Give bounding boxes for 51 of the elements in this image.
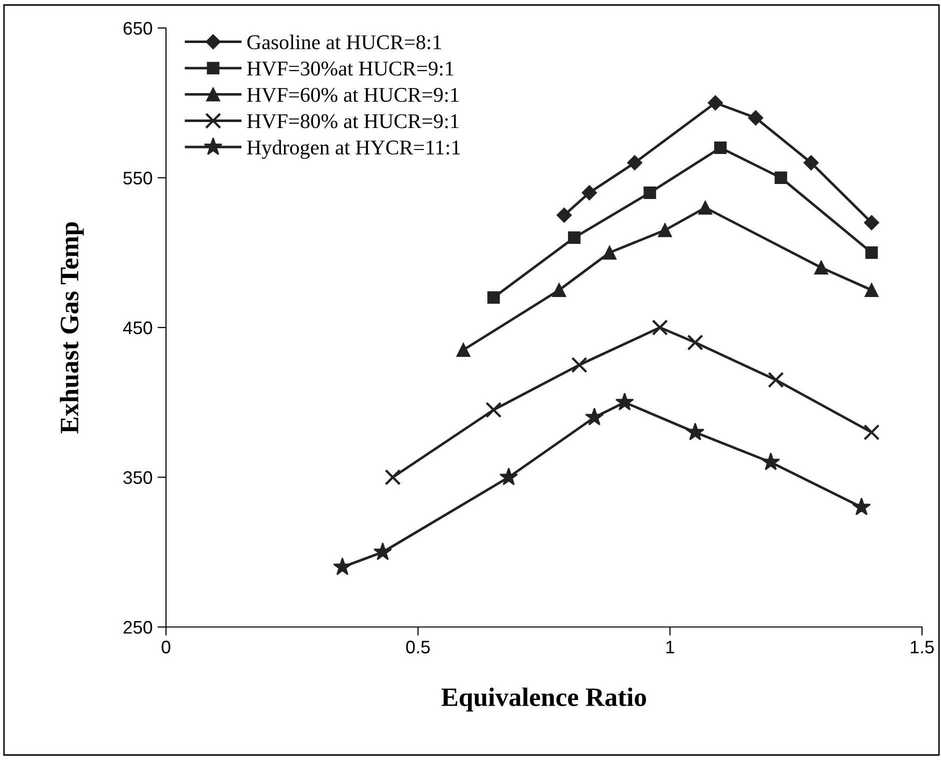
x-tick-label: 1 <box>666 640 674 654</box>
x-tick-label: 0 <box>162 640 170 654</box>
point <box>571 356 588 373</box>
point <box>762 452 780 470</box>
point <box>627 155 642 170</box>
point <box>814 260 828 275</box>
point <box>852 497 871 516</box>
legend-label: HVF=30%at HUCR=9:1 <box>247 62 454 76</box>
y-tick-label: 250 <box>124 620 152 634</box>
point <box>486 402 502 418</box>
point <box>615 392 634 410</box>
point <box>708 95 723 110</box>
point <box>585 408 604 426</box>
y-tick-label: 450 <box>123 321 152 334</box>
y-tick-label: 350 <box>123 471 152 484</box>
legend-label: Hydrogen at HYCR=11:1 <box>247 140 460 159</box>
point <box>499 468 518 486</box>
point <box>652 319 668 336</box>
y-tick-label: 550 <box>123 172 152 184</box>
point <box>865 246 878 259</box>
point <box>602 246 616 260</box>
point <box>568 231 580 244</box>
y-axis-title: Exhuast Gas Temp <box>60 222 84 434</box>
point <box>456 343 470 357</box>
point <box>644 186 656 199</box>
point <box>582 185 597 200</box>
point <box>384 469 401 486</box>
x-tick-label: 0.5 <box>406 640 430 654</box>
legend-label: HVF=60% at HUCR=9:1 <box>247 88 459 102</box>
point <box>714 142 727 154</box>
legend-label: Gasoline at HUCR=8:1 <box>247 34 441 50</box>
y-tick-label: 650 <box>124 22 152 35</box>
point <box>556 208 572 223</box>
point <box>864 424 880 440</box>
legend-label: HVF=80% at HUCR=9:1 <box>247 114 459 128</box>
point <box>698 200 712 215</box>
point <box>804 155 819 170</box>
point <box>552 283 566 298</box>
point <box>768 372 784 388</box>
point <box>864 283 879 298</box>
point <box>487 291 500 304</box>
point <box>686 422 704 440</box>
point <box>658 223 672 238</box>
point <box>774 172 788 184</box>
x-axis-title: Equivalence Ratio <box>441 688 646 712</box>
point <box>748 110 764 126</box>
x-tick-label: 1.5 <box>910 640 934 654</box>
point <box>864 215 880 230</box>
point <box>687 334 704 351</box>
point <box>333 557 352 576</box>
point <box>373 542 392 560</box>
